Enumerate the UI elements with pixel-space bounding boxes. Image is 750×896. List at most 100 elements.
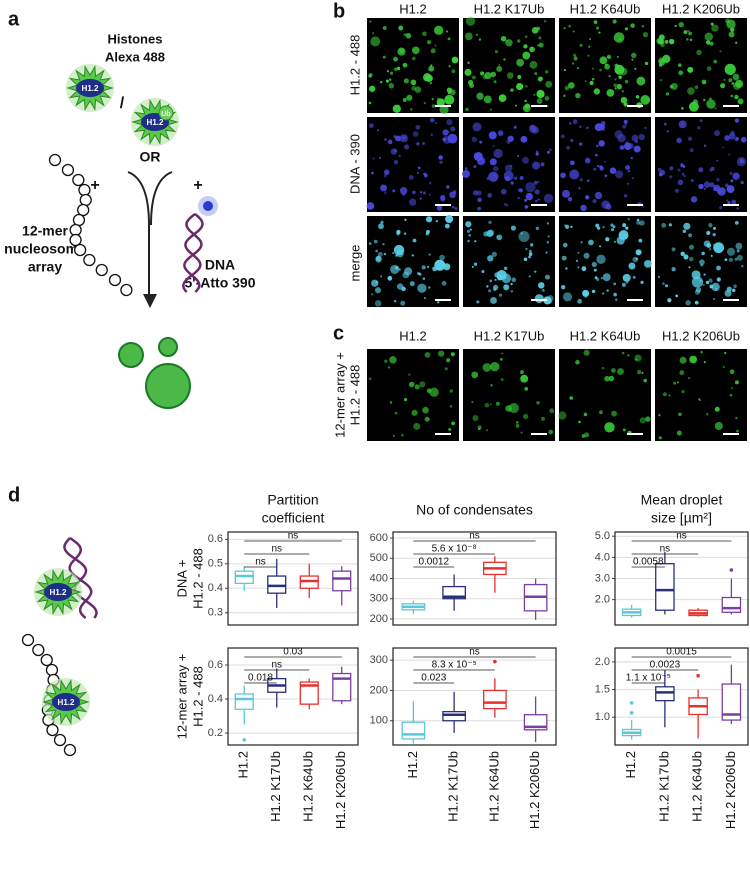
droplet bbox=[393, 244, 405, 256]
droplet bbox=[578, 187, 581, 190]
droplet bbox=[706, 230, 711, 236]
droplet bbox=[659, 78, 663, 82]
outlier bbox=[629, 701, 634, 705]
droplet bbox=[472, 122, 482, 132]
droplet bbox=[591, 77, 595, 81]
droplet bbox=[630, 23, 635, 28]
box bbox=[401, 721, 426, 740]
sig-label: 0.0015 bbox=[666, 647, 697, 658]
y-tick-label: 200 bbox=[370, 613, 388, 625]
droplet bbox=[595, 26, 599, 30]
droplet bbox=[510, 225, 517, 231]
droplet bbox=[515, 424, 520, 428]
droplet bbox=[546, 241, 549, 244]
droplet bbox=[375, 249, 378, 253]
droplet bbox=[386, 70, 390, 73]
droplet bbox=[620, 96, 628, 104]
droplet bbox=[699, 259, 705, 265]
y-tick-label: 5.0 bbox=[595, 530, 610, 542]
droplet bbox=[490, 361, 500, 372]
droplet bbox=[644, 259, 652, 268]
column-title: Partition bbox=[267, 492, 318, 508]
droplet bbox=[636, 76, 646, 86]
droplet bbox=[483, 231, 489, 237]
y-tick-label: 200 bbox=[370, 684, 388, 696]
droplet bbox=[430, 48, 436, 54]
droplet bbox=[517, 39, 521, 43]
droplet bbox=[595, 153, 598, 157]
droplet bbox=[602, 273, 611, 282]
sig-label: ns bbox=[469, 531, 480, 542]
droplet bbox=[384, 169, 390, 175]
droplet bbox=[736, 429, 739, 433]
droplet bbox=[562, 292, 573, 302]
droplet bbox=[494, 50, 499, 54]
sig-label: 1.1 x 10⁻⁵ bbox=[626, 673, 671, 684]
dna-strand bbox=[63, 537, 98, 619]
droplet bbox=[422, 31, 427, 37]
droplet bbox=[688, 244, 695, 250]
droplet bbox=[402, 62, 408, 68]
column-title: coefficient bbox=[262, 510, 325, 526]
y-tick-label: 2.0 bbox=[595, 656, 610, 668]
droplet bbox=[434, 25, 444, 35]
droplet bbox=[637, 369, 642, 375]
droplet bbox=[431, 98, 434, 101]
nucleosome bbox=[72, 173, 85, 187]
droplet bbox=[667, 298, 672, 303]
droplet bbox=[429, 117, 435, 123]
droplet bbox=[392, 104, 401, 113]
droplet bbox=[606, 88, 615, 97]
or-label: OR bbox=[140, 149, 161, 165]
droplet bbox=[506, 72, 514, 80]
droplet bbox=[390, 71, 394, 75]
droplet bbox=[730, 27, 735, 32]
droplet bbox=[658, 38, 665, 45]
x-tick-label: H1.2 K206Ub bbox=[333, 751, 348, 829]
arrow bbox=[127, 171, 150, 296]
sig-label: ns bbox=[676, 531, 687, 542]
droplet bbox=[549, 148, 552, 152]
droplet bbox=[476, 92, 484, 100]
droplet bbox=[403, 78, 409, 84]
droplet bbox=[493, 173, 496, 177]
droplet bbox=[720, 83, 726, 89]
droplet bbox=[419, 381, 426, 388]
droplet bbox=[599, 68, 602, 72]
droplet bbox=[529, 60, 538, 69]
droplet bbox=[427, 40, 432, 45]
droplet bbox=[368, 242, 372, 245]
x-tick-label: H1.2 K17Ub bbox=[656, 751, 671, 822]
droplet bbox=[584, 432, 590, 438]
droplet bbox=[417, 272, 421, 276]
droplet bbox=[701, 79, 707, 85]
droplet bbox=[583, 412, 588, 417]
droplet bbox=[440, 194, 446, 200]
droplet bbox=[677, 179, 684, 186]
histone-core bbox=[52, 693, 80, 711]
droplet bbox=[687, 87, 695, 95]
droplet bbox=[623, 102, 628, 107]
droplet bbox=[426, 265, 430, 269]
droplet bbox=[567, 196, 573, 202]
droplet bbox=[371, 171, 374, 175]
droplet bbox=[730, 94, 734, 98]
box bbox=[332, 672, 352, 702]
droplet bbox=[638, 238, 643, 243]
droplet bbox=[489, 108, 493, 111]
droplet bbox=[503, 58, 506, 61]
droplet bbox=[487, 229, 495, 237]
droplet bbox=[524, 205, 529, 209]
droplet bbox=[385, 79, 389, 83]
droplet bbox=[677, 168, 681, 172]
droplet bbox=[591, 261, 597, 268]
droplet bbox=[614, 64, 625, 75]
droplet bbox=[436, 98, 445, 107]
droplet bbox=[534, 189, 540, 195]
droplet bbox=[510, 282, 513, 286]
droplet bbox=[724, 63, 736, 76]
droplet bbox=[476, 300, 480, 304]
droplet bbox=[703, 273, 706, 276]
droplet bbox=[408, 198, 417, 206]
droplet bbox=[595, 223, 600, 228]
